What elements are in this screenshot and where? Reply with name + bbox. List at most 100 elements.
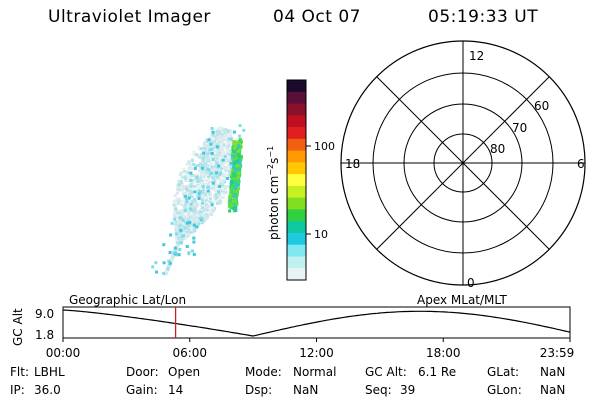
aurora-pixel <box>224 169 228 173</box>
aurora-pixel <box>183 175 187 179</box>
aurora-pixel-bright <box>236 183 240 187</box>
aurora-pixel <box>229 149 233 153</box>
aurora-pixel <box>203 214 206 218</box>
aurora-pixel-cyan <box>169 233 173 237</box>
aurora-pixel <box>226 149 230 153</box>
aurora-pixel-bright <box>234 167 238 171</box>
aurora-pixel-cyan <box>187 196 191 200</box>
aurora-pixel <box>193 174 197 178</box>
aurora-pixel <box>171 255 175 259</box>
aurora-pixel <box>215 158 219 162</box>
aurora-pixel <box>173 205 177 209</box>
aurora-pixel <box>216 156 219 160</box>
aurora-pixel-bright <box>239 158 243 161</box>
aurora-pixel <box>223 161 227 165</box>
aurora-pixel-cyan <box>167 259 171 263</box>
aurora-pixel <box>183 169 187 173</box>
aurora-pixel <box>211 178 215 182</box>
aurora-pixel <box>209 197 212 201</box>
aurora-pixel <box>180 180 183 183</box>
aurora-pixel <box>175 211 178 215</box>
mlat-label-60: 60 <box>534 99 549 113</box>
aurora-pixel-bright <box>233 162 237 166</box>
aurora-pixel <box>176 225 180 229</box>
aurora-pixel <box>195 177 199 181</box>
aurora-pixel <box>195 173 199 177</box>
colorbar-swatch <box>287 197 306 211</box>
aurora-pixel <box>181 199 185 203</box>
dsp-label: Dsp: <box>245 383 273 397</box>
aurora-pixel <box>174 200 177 204</box>
aurora-pixel <box>212 209 215 213</box>
aurora-pixel <box>206 206 210 210</box>
aurora-pixel <box>195 193 199 197</box>
aurora-pixel <box>216 137 220 141</box>
aurora-pixel <box>204 217 208 221</box>
aurora-pixel <box>211 176 215 180</box>
aurora-pixel <box>182 167 186 171</box>
aurora-pixel <box>200 221 204 225</box>
aurora-pixel-bright <box>231 157 235 161</box>
aurora-pixel <box>213 185 217 189</box>
aurora-pixel-cyan <box>151 265 155 269</box>
aurora-pixel-bright <box>236 175 240 179</box>
aurora-pixel <box>228 170 231 174</box>
aurora-pixel <box>215 152 219 156</box>
aurora-pixel-cyan <box>199 190 202 193</box>
aurora-pixel <box>208 185 212 189</box>
colorbar-swatch <box>287 162 306 175</box>
aurora-pixel <box>197 216 201 220</box>
aurora-pixel <box>206 144 210 148</box>
aurora-pixel-cyan <box>209 148 213 151</box>
aurora-pixel <box>226 184 230 188</box>
aurora-pixel <box>175 238 179 242</box>
aurora-pixel <box>190 166 194 170</box>
aurora-pixel-bright <box>234 177 238 181</box>
aurora-pixel-cyan <box>229 137 233 141</box>
aurora-pixel <box>178 220 182 224</box>
aurora-pixel-bright <box>230 204 234 208</box>
aurora-pixel <box>184 173 188 177</box>
aurora-pixel-bright <box>232 150 236 154</box>
mlt-label-12: 12 <box>469 49 484 63</box>
aurora-pixel <box>197 145 201 149</box>
aurora-pixel-bright <box>235 172 239 176</box>
aurora-pixel-cyan <box>197 191 201 195</box>
aurora-pixel <box>204 193 208 197</box>
aurora-pixel <box>185 215 189 219</box>
aurora-pixel <box>209 145 213 149</box>
aurora-pixel-bright <box>228 196 232 199</box>
aurora-pixel-cyan <box>211 181 215 185</box>
aurora-pixel-bright <box>232 206 236 210</box>
aurora-pixel <box>224 159 228 163</box>
aurora-pixel-cyan <box>229 161 233 165</box>
aurora-pixel <box>229 166 233 170</box>
aurora-pixel <box>177 200 181 204</box>
aurora-pixel <box>175 209 179 213</box>
aurora-pixel <box>226 158 230 162</box>
aurora-pixel-bright <box>234 200 238 204</box>
aurora-pixel <box>191 180 195 184</box>
aurora-pixel <box>173 223 177 226</box>
aurora-pixel <box>222 191 226 195</box>
aurora-pixel <box>190 227 194 231</box>
aurora-pixel <box>195 180 199 184</box>
aurora-pixel <box>208 154 212 158</box>
aurora-pixel-bright <box>234 150 238 154</box>
aurora-pixel <box>222 173 226 177</box>
aurora-pixel-bright <box>228 204 232 208</box>
aurora-pixel <box>220 164 224 168</box>
aurora-pixel <box>225 141 229 145</box>
aurora-pixel <box>177 179 181 183</box>
aurora-pixel <box>200 181 204 185</box>
aurora-pixel <box>226 129 230 133</box>
aurora-pixel <box>196 209 200 213</box>
aurora-pixel <box>221 179 225 183</box>
aurora-pixel-cyan <box>185 200 189 204</box>
aurora-pixel <box>224 166 228 170</box>
aurora-pixel <box>220 161 224 165</box>
aurora-pixel-bright <box>228 209 232 213</box>
aurora-pixel <box>203 183 207 186</box>
aurora-pixel <box>178 209 181 213</box>
aurora-pixel-cyan <box>178 248 182 251</box>
